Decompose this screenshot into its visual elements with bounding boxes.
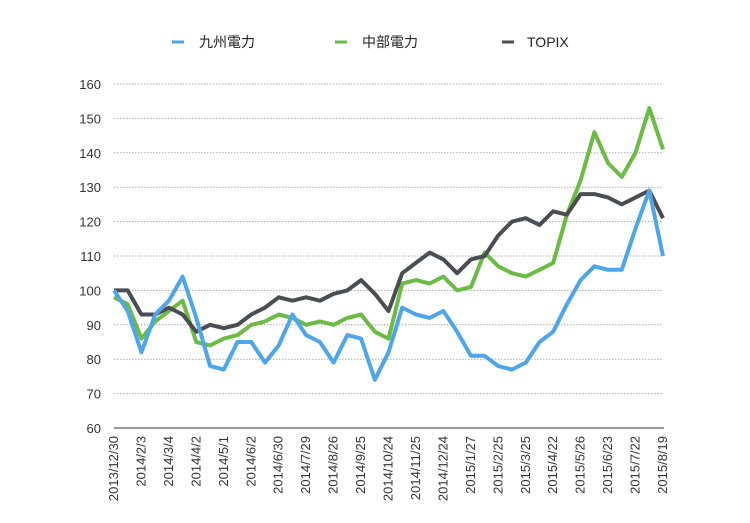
x-tick-label: 2014/10/24 [381,436,396,501]
x-tick-label: 2014/12/24 [435,436,450,501]
y-tick-label: 90 [87,318,101,333]
y-tick-label: 110 [80,249,101,264]
y-tick-label: 60 [87,421,101,436]
legend-label-chubu: 中部電力 [362,34,418,50]
x-tick-label: 2015/3/25 [518,436,533,494]
x-tick-label: 2015/8/19 [655,436,670,494]
y-tick-label: 130 [79,180,101,195]
y-tick-label: 120 [79,215,101,230]
x-tick-label: 2015/4/22 [545,436,560,494]
x-tick-label: 2014/5/1 [216,436,231,487]
legend-item-chubu: 中部電力 [335,34,418,50]
x-tick-label: 2014/7/29 [298,436,313,494]
x-tick-label: 2015/6/23 [600,436,615,494]
y-tick-label: 80 [87,352,101,367]
x-tick-label: 2013/12/30 [106,436,121,501]
y-tick-label: 100 [79,283,101,298]
x-tick-label: 2014/9/25 [353,436,368,494]
x-axis-ticks: 2013/12/30 2014/2/3 2014/3/4 2014/4/2 2014/5… [106,436,670,501]
x-tick-label: 2014/6/30 [271,436,286,494]
series-lines [112,106,665,382]
x-tick-label: 2014/11/25 [408,436,423,500]
y-tick-label: 70 [87,387,101,402]
y-tick-label: 140 [79,146,101,161]
x-tick-label: 2015/1/27 [463,436,478,494]
x-tick-label: 2014/2/3 [133,436,148,487]
series-line-TOPIX [114,188,665,334]
x-tick-label: 2015/5/26 [573,436,588,494]
legend-label-kyushu: 九州電力 [199,34,255,50]
legend: 九州電力 中部電力 TOPIX [172,34,569,50]
gridlines [114,83,663,395]
legend-item-kyushu: 九州電力 [172,34,255,50]
y-tick-label: 150 [79,111,101,126]
legend-item-topix: TOPIX [502,34,569,50]
series-line-九州電力 [112,188,665,382]
x-tick-label: 2014/4/2 [188,436,203,487]
y-tick-label: 160 [79,77,101,92]
x-tick-label: 2014/8/26 [326,436,341,494]
x-tick-label: 2014/6/2 [243,436,258,487]
x-tick-label: 2014/3/4 [161,436,176,487]
legend-label-topix: TOPIX [527,34,569,50]
x-tick-label: 2015/2/25 [490,436,505,494]
x-tick-label: 2015/7/22 [628,436,643,494]
y-axis-ticks: 60 70 80 90 100 110 120 130 140 150 160 [79,77,101,436]
